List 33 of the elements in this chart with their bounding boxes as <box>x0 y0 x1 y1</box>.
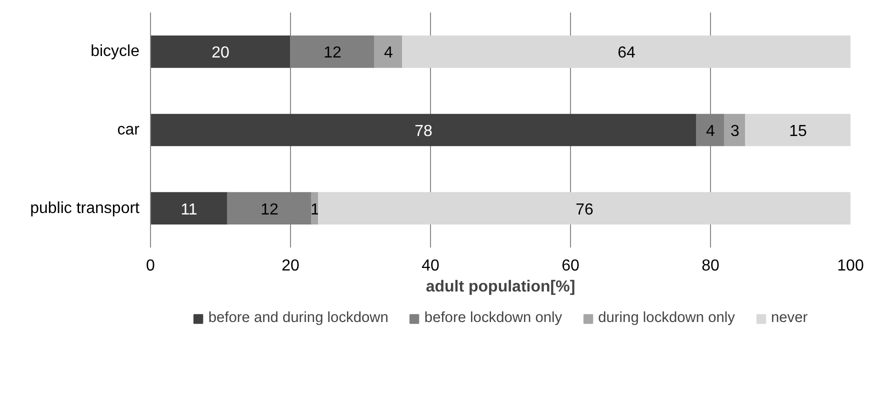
bar <box>318 192 850 224</box>
y-tick-label: public transport <box>30 200 140 217</box>
data-label: 4 <box>706 123 716 140</box>
legend-label: before lockdown only <box>424 310 562 326</box>
bar <box>150 192 228 224</box>
data-label: 64 <box>618 44 636 62</box>
x-tick-label: 80 <box>702 258 720 274</box>
x-tick-label: 0 <box>146 258 156 274</box>
y-tick-label: bicycle <box>90 43 140 60</box>
x-tick-label: 40 <box>422 258 440 274</box>
data-label: 1 <box>310 201 320 218</box>
y-tick-label: car <box>117 122 140 138</box>
data-label: 78 <box>414 123 432 140</box>
x-tick-label: 20 <box>282 258 300 274</box>
x-tick-label: 60 <box>562 258 580 274</box>
bar <box>745 114 850 146</box>
data-label: 12 <box>324 44 342 62</box>
legend-label: during lockdown only <box>598 310 735 326</box>
legend-label: before and during lockdown <box>208 310 388 326</box>
legend-label: never <box>770 310 808 326</box>
bar <box>374 36 403 68</box>
data-label: 4 <box>384 44 394 62</box>
data-label: 11 <box>180 201 198 218</box>
data-label: 12 <box>260 201 278 218</box>
x-axis-title: adult population[%] <box>426 278 576 296</box>
data-label: 15 <box>789 123 807 140</box>
bar <box>150 36 291 68</box>
data-label: 20 <box>212 44 230 62</box>
bar <box>402 36 850 68</box>
data-label: 76 <box>576 201 594 218</box>
data-label: 3 <box>730 123 740 140</box>
x-tick-label: 100 <box>837 258 864 274</box>
bar <box>150 114 697 146</box>
